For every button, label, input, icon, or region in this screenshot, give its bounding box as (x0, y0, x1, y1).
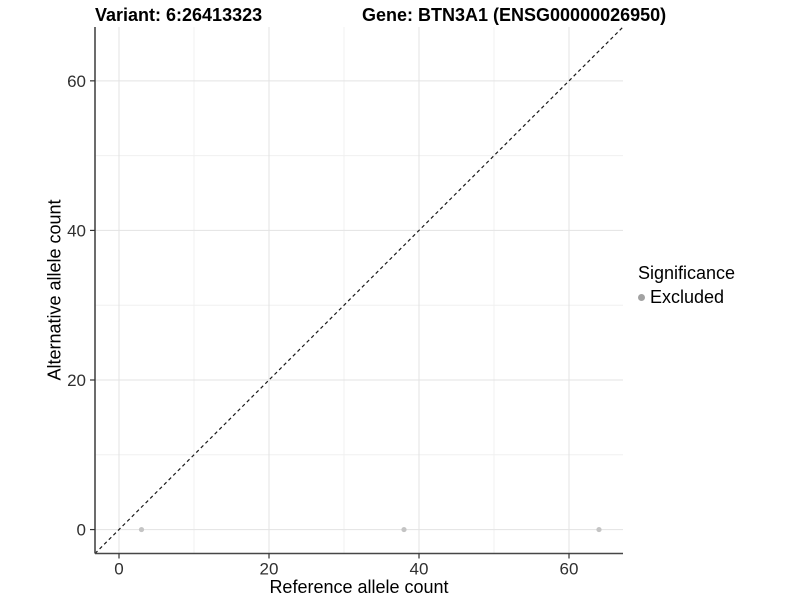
data-point (138, 526, 145, 533)
x-tick-label: 60 (560, 560, 579, 579)
x-axis-title: Reference allele count (269, 577, 449, 597)
data-point (596, 526, 602, 533)
data-point (401, 526, 407, 533)
y-tick-label: 40 (67, 221, 86, 240)
y-axis-title: Alternative allele count (44, 199, 65, 381)
x-tick-label: 20 (260, 560, 279, 579)
legend-item-label: Excluded (650, 287, 725, 307)
legend-point-icon (638, 294, 645, 301)
x-tick-label: 0 (114, 560, 123, 579)
x-tick-label: 40 (410, 560, 429, 579)
y-tick-label: 60 (67, 72, 86, 91)
identity-dashed-line (94, 26, 624, 554)
gene-title: Gene: BTN3A1 (ENSG00000026950) (362, 5, 667, 25)
legend-item-excluded: Excluded (638, 287, 735, 308)
y-tick-label: 0 (77, 521, 86, 540)
variant-title: Variant: 6:26413323 (95, 5, 263, 25)
legend: Significance Excluded (638, 263, 735, 308)
y-tick-label: 20 (67, 371, 86, 390)
legend-title: Significance (638, 263, 736, 283)
